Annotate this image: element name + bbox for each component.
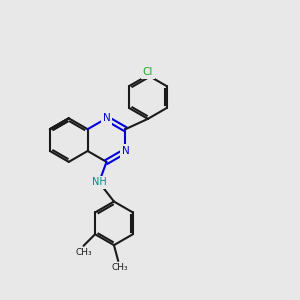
Text: CH₃: CH₃ (112, 263, 128, 272)
Text: CH₃: CH₃ (75, 248, 92, 257)
Text: Cl: Cl (143, 67, 153, 77)
Text: NH: NH (92, 177, 106, 188)
Text: N: N (122, 146, 129, 156)
Text: N: N (103, 113, 110, 123)
